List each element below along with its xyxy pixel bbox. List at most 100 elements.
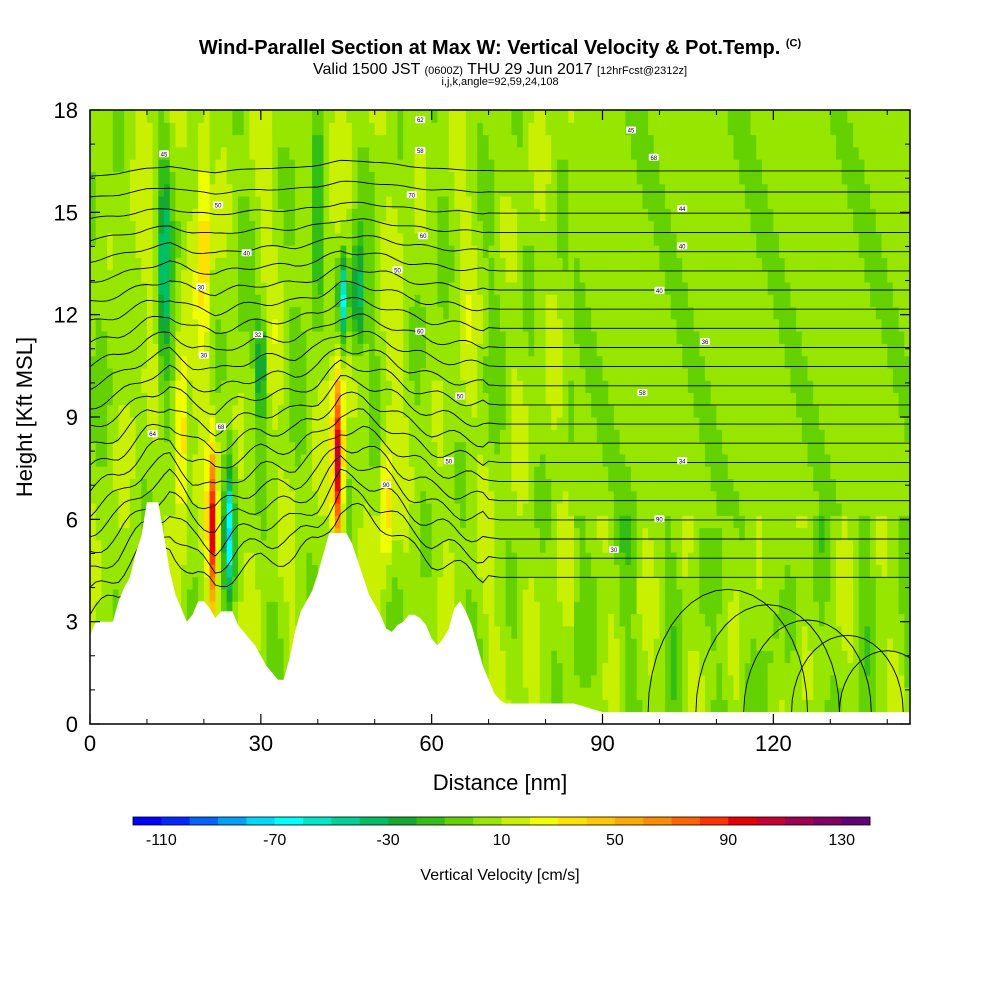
velocity-cell xyxy=(528,122,535,136)
velocity-cell xyxy=(300,502,307,516)
velocity-cell xyxy=(608,687,615,701)
velocity-cell xyxy=(181,331,188,344)
velocity-cell xyxy=(312,515,319,529)
velocity-cell xyxy=(408,195,416,209)
velocity-cell xyxy=(397,269,404,283)
velocity-cell xyxy=(608,110,615,111)
velocity-cell xyxy=(454,232,461,246)
velocity-cell xyxy=(300,552,307,565)
velocity-cell xyxy=(380,134,387,148)
velocity-cell xyxy=(380,576,387,590)
velocity-cell xyxy=(249,183,256,197)
velocity-cell xyxy=(243,380,251,394)
velocity-cell xyxy=(528,367,535,381)
velocity-cell xyxy=(454,404,461,418)
velocity-cell xyxy=(192,576,199,590)
velocity-cell xyxy=(295,281,302,295)
velocity-cell xyxy=(602,110,609,111)
velocity-cell xyxy=(517,380,524,394)
velocity-cell xyxy=(90,466,97,479)
velocity-cell xyxy=(613,208,621,222)
velocity-cell xyxy=(630,588,638,602)
velocity-cell xyxy=(539,404,547,418)
velocity-cell xyxy=(505,257,512,271)
velocity-cell xyxy=(226,564,233,578)
velocity-cell xyxy=(465,110,473,123)
velocity-cell xyxy=(351,466,359,479)
velocity-cell xyxy=(619,588,626,602)
velocity-cell xyxy=(238,257,245,271)
velocity-cell xyxy=(482,220,490,234)
velocity-cell xyxy=(517,453,524,467)
velocity-cell xyxy=(175,294,182,308)
velocity-cell xyxy=(625,613,632,627)
velocity-cell xyxy=(556,687,564,701)
velocity-cell xyxy=(386,490,393,504)
velocity-cell xyxy=(534,171,541,185)
velocity-cell xyxy=(101,466,108,479)
velocity-cell xyxy=(471,122,478,136)
velocity-cell xyxy=(374,318,382,332)
velocity-cell xyxy=(613,404,621,418)
velocity-cell xyxy=(460,232,467,246)
velocity-cell xyxy=(249,171,256,185)
velocity-cell xyxy=(317,466,325,479)
velocity-cell xyxy=(164,159,171,172)
velocity-cell xyxy=(135,343,142,357)
velocity-cell xyxy=(556,232,564,246)
velocity-cell xyxy=(334,134,342,148)
velocity-cell xyxy=(414,318,421,332)
velocity-cell xyxy=(329,502,336,516)
velocity-cell xyxy=(591,232,598,246)
velocity-cell xyxy=(152,195,159,209)
velocity-cell xyxy=(579,490,587,504)
velocity-cell xyxy=(471,110,478,111)
velocity-cell xyxy=(181,502,188,516)
velocity-cell xyxy=(135,122,142,136)
velocity-cell xyxy=(574,466,581,479)
velocity-cell xyxy=(289,294,296,308)
velocity-cell xyxy=(317,429,325,443)
velocity-cell xyxy=(169,306,177,320)
velocity-cell xyxy=(323,110,330,123)
velocity-cell xyxy=(625,269,632,283)
velocity-cell xyxy=(596,613,604,627)
velocity-cell xyxy=(243,281,251,295)
velocity-cell xyxy=(243,441,251,455)
velocity-cell xyxy=(477,134,484,148)
velocity-cell xyxy=(425,380,433,394)
velocity-cell xyxy=(260,195,268,209)
velocity-cell xyxy=(579,134,587,148)
velocity-cell xyxy=(494,331,501,344)
velocity-cell xyxy=(443,146,450,160)
velocity-cell xyxy=(181,392,188,406)
velocity-cell xyxy=(471,257,478,271)
velocity-cell xyxy=(556,294,564,308)
velocity-cell xyxy=(556,674,564,688)
velocity-cell xyxy=(351,527,359,541)
velocity-cell xyxy=(380,281,387,295)
velocity-cell xyxy=(164,110,171,123)
velocity-cell xyxy=(203,269,211,283)
velocity-cell xyxy=(272,404,279,418)
velocity-cell xyxy=(346,281,353,295)
velocity-cell xyxy=(619,331,626,344)
velocity-cell xyxy=(505,588,512,602)
velocity-cell xyxy=(295,441,302,455)
velocity-cell xyxy=(488,539,495,553)
velocity-cell xyxy=(357,257,364,271)
velocity-cell xyxy=(329,392,336,406)
velocity-cell xyxy=(574,478,581,492)
velocity-cell xyxy=(579,638,587,651)
velocity-cell xyxy=(562,220,569,234)
velocity-cell xyxy=(408,392,416,406)
velocity-cell xyxy=(551,183,558,197)
velocity-cell xyxy=(471,441,478,455)
velocity-cell xyxy=(209,588,216,602)
velocity-cell xyxy=(260,257,268,271)
velocity-cell xyxy=(340,515,347,529)
velocity-cell xyxy=(346,110,353,123)
velocity-cell xyxy=(283,625,290,639)
velocity-cell xyxy=(482,490,490,504)
velocity-cell xyxy=(494,564,501,578)
